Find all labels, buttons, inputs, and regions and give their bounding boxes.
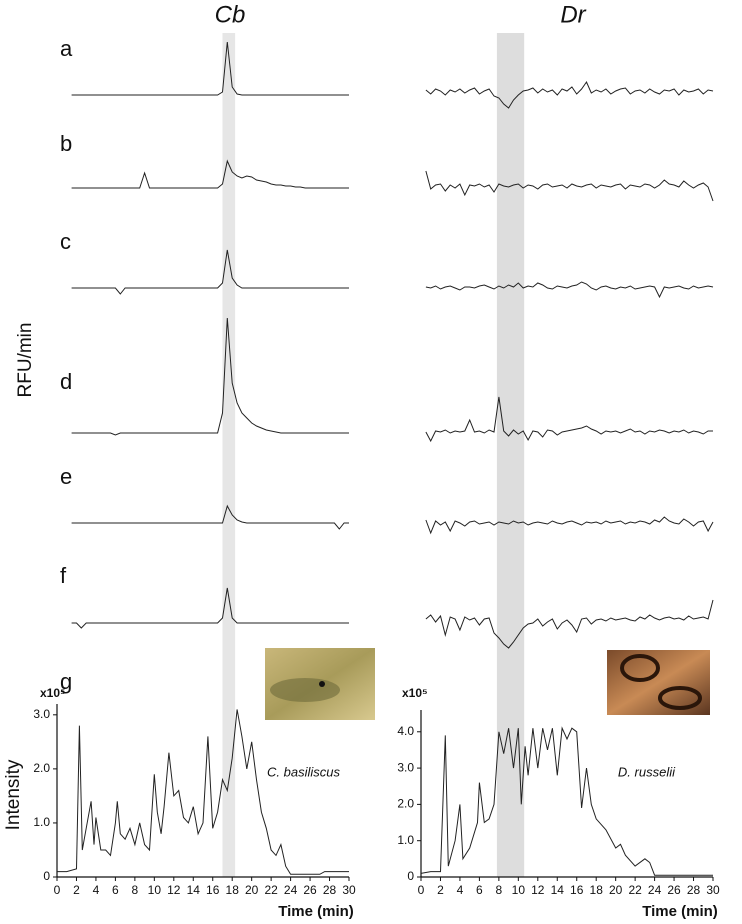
y-tick-label: 0 — [43, 869, 50, 883]
scale-label: x10⁵ — [402, 686, 428, 700]
bands — [222, 33, 525, 877]
photo-detail — [658, 686, 702, 710]
x-tick-label: 14 — [551, 883, 565, 897]
x-tick-label: 28 — [687, 883, 701, 897]
x-tick-label: 6 — [112, 883, 119, 897]
y-tick-label: 1.0 — [397, 833, 414, 847]
trace-line — [71, 317, 349, 436]
x-axis-label: Time (min) — [642, 903, 718, 920]
x-tick-label: 20 — [245, 883, 259, 897]
y-tick-label: 4.0 — [397, 724, 414, 738]
x-axis-label: Time (min) — [278, 903, 354, 920]
panel-label: e — [60, 464, 72, 489]
y-tick-label: 1.0 — [33, 815, 50, 829]
x-tick-label: 10 — [512, 883, 526, 897]
x-tick-label: 20 — [609, 883, 623, 897]
y-tick-label: 3.0 — [397, 760, 414, 774]
annotation: D. russelii — [618, 764, 676, 779]
y-tick-label: 2.0 — [33, 761, 50, 775]
x-tick-label: 22 — [264, 883, 278, 897]
x-tick-label: 28 — [323, 883, 337, 897]
x-tick-label: 16 — [570, 883, 584, 897]
highlight-band — [496, 33, 525, 877]
trace-line — [425, 170, 714, 202]
x-tick-label: 12 — [531, 883, 545, 897]
trace-line — [425, 516, 714, 535]
photo-dr — [607, 650, 710, 715]
y-tick-label: 2.0 — [397, 797, 414, 811]
x-tick-label: 8 — [496, 883, 503, 897]
y-tick-label: 3.0 — [33, 707, 50, 721]
panel-label: f — [60, 563, 67, 588]
y-tick-label: 0 — [407, 869, 414, 883]
x-tick-label: 30 — [706, 883, 720, 897]
x-tick-label: 10 — [148, 883, 162, 897]
panel-label: d — [60, 369, 72, 394]
trace-line — [71, 41, 349, 96]
x-tick-label: 8 — [132, 883, 139, 897]
x-tick-label: 26 — [303, 883, 317, 897]
x-tick-label: 4 — [457, 883, 464, 897]
annotation: C. basiliscus — [267, 764, 340, 779]
column-title: Dr — [560, 1, 586, 28]
photo-cb — [265, 648, 375, 720]
panel-label: b — [60, 131, 72, 156]
trace-line — [71, 159, 349, 189]
photo-detail — [620, 654, 660, 682]
x-tick-label: 4 — [93, 883, 100, 897]
scale-label: x10⁵ — [40, 686, 66, 700]
x-tick-label: 24 — [284, 883, 298, 897]
trace-line — [71, 249, 349, 295]
panel-label: g — [60, 669, 72, 694]
x-tick-label: 12 — [167, 883, 181, 897]
x-tick-label: 22 — [628, 883, 642, 897]
chromatogram-line — [57, 709, 349, 875]
x-tick-label: 24 — [648, 883, 662, 897]
trace-line — [425, 396, 713, 443]
x-tick-label: 14 — [187, 883, 201, 897]
panel-label: a — [60, 36, 73, 61]
trace-line — [425, 80, 714, 109]
y-axis-label: Intensity — [3, 759, 24, 830]
x-tick-label: 18 — [226, 883, 240, 897]
column-title: Cb — [215, 1, 246, 28]
trace-line — [425, 599, 714, 649]
x-tick-label: 2 — [73, 883, 80, 897]
panel-label: c — [60, 229, 71, 254]
x-tick-label: 30 — [342, 883, 356, 897]
y-axis-label: RFU/min — [15, 323, 36, 398]
x-tick-label: 6 — [476, 883, 483, 897]
highlight-band — [222, 33, 236, 877]
photo-detail — [319, 681, 325, 687]
x-tick-label: 16 — [206, 883, 220, 897]
trace-line — [425, 281, 714, 299]
x-tick-label: 0 — [418, 883, 425, 897]
x-tick-label: 2 — [437, 883, 444, 897]
trace-line — [71, 504, 349, 530]
x-tick-label: 26 — [667, 883, 681, 897]
x-tick-label: 0 — [54, 883, 61, 897]
trace-line — [71, 587, 349, 629]
photo-detail — [270, 678, 340, 702]
chromatogram-line — [420, 726, 713, 876]
x-tick-label: 18 — [590, 883, 604, 897]
